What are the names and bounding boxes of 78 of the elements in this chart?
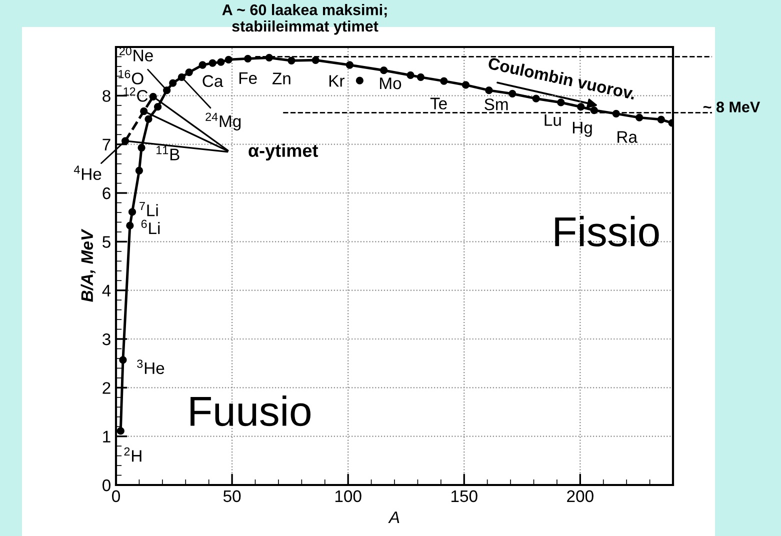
y-tick-label: 0	[102, 479, 110, 492]
point	[217, 58, 225, 66]
annotation: Lu	[544, 114, 561, 126]
point	[208, 59, 216, 67]
point	[416, 73, 425, 81]
annotation: Te	[430, 98, 447, 110]
annotation: $^{4}$He	[74, 166, 102, 180]
point	[485, 86, 493, 94]
point	[169, 79, 177, 87]
text: ~ 8 MeV	[703, 102, 760, 112]
point	[140, 107, 148, 116]
annotation: $^{7}$Li	[140, 202, 158, 216]
x-tick-label: 150	[451, 490, 478, 502]
annotation: Ra	[618, 131, 638, 143]
point	[406, 71, 414, 80]
point	[440, 77, 448, 85]
point	[198, 61, 206, 69]
point	[657, 116, 665, 124]
point	[265, 54, 273, 62]
x-tick-label: 50	[223, 490, 241, 502]
point	[154, 103, 162, 111]
annotation: Sm	[484, 98, 508, 110]
annotation: Ca	[202, 75, 224, 87]
point	[185, 68, 193, 76]
point	[121, 137, 130, 145]
point	[462, 81, 470, 89]
y-tick-label: 6	[102, 187, 110, 200]
point	[577, 103, 585, 111]
point	[356, 76, 364, 84]
annotation: Kr	[329, 75, 344, 87]
y-tick-label: 8	[102, 90, 110, 102]
annotation: $^{3}$He	[137, 360, 164, 374]
point	[636, 114, 644, 122]
point	[178, 73, 186, 81]
annotation: Zn	[272, 72, 290, 84]
point	[508, 90, 516, 98]
point	[612, 110, 620, 118]
point	[244, 54, 252, 62]
point	[312, 56, 320, 64]
y-tick-label: 2	[102, 382, 110, 394]
annotation: Fissio	[555, 216, 659, 247]
point	[590, 106, 598, 114]
annotation: $^{24}$Mg	[206, 112, 241, 130]
annotation: $^{6}$Li	[141, 220, 160, 234]
point	[128, 208, 136, 216]
annotation: $^{11}$B	[156, 146, 180, 160]
annotation: $^{2}$H	[124, 447, 142, 462]
annotation: Fe	[239, 72, 257, 84]
point	[144, 115, 152, 123]
point	[135, 166, 144, 174]
point	[288, 56, 296, 64]
y-tick-label: 4	[102, 284, 111, 296]
chart-title: A ~ 60 laakea maksimi; stabiileimmat ytimet	[222, 4, 387, 35]
annotation: α-ytimet	[248, 144, 318, 161]
x-axis-title: A	[388, 512, 400, 524]
point	[163, 86, 171, 94]
y-tick-label: 5	[102, 236, 110, 248]
point	[380, 66, 388, 74]
annotation: Hg	[572, 122, 592, 137]
x-tick-label: 0	[112, 490, 120, 502]
point	[557, 98, 565, 106]
annotation: Mo	[380, 78, 402, 90]
point	[346, 61, 354, 69]
y-axis-title: B/A, MeV	[80, 228, 96, 302]
y-tick-label: 7	[102, 138, 110, 150]
x-tick-label: 100	[335, 490, 362, 502]
y-tick-label: 1	[103, 430, 110, 442]
x-tick-label: 200	[567, 490, 594, 502]
point	[138, 144, 146, 152]
point	[119, 356, 127, 364]
y-tick-label: 3	[102, 333, 110, 346]
annotation: $^{16}$O	[118, 70, 144, 84]
point	[149, 92, 157, 100]
point	[126, 222, 134, 230]
point	[224, 56, 232, 64]
annotation: Fuusio	[190, 396, 310, 426]
point	[532, 94, 540, 102]
point	[116, 427, 124, 435]
